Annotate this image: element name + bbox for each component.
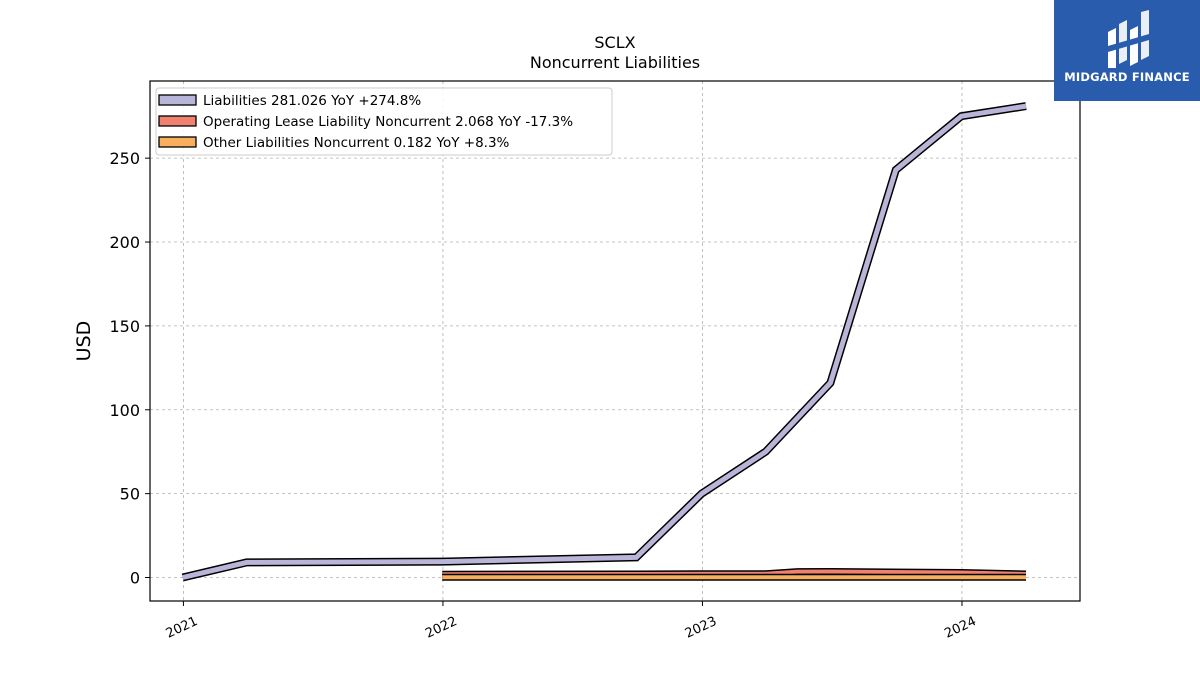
x-tick-label: 2023	[683, 614, 719, 642]
legend-swatch	[158, 94, 197, 106]
series-layer	[181, 102, 1027, 582]
y-tick-label: 0	[130, 569, 140, 588]
legend-box	[155, 87, 613, 156]
y-tick-label: 100	[109, 401, 140, 420]
chart-subtitle: Noncurrent Liabilities	[530, 53, 700, 72]
y-axis-label: USD	[73, 321, 95, 362]
series-line	[182, 103, 1027, 580]
x-axis: 2021 2022 2023 2024	[164, 601, 979, 642]
grid	[150, 81, 1080, 601]
x-tick-label: 2024	[942, 614, 978, 642]
brand-logo: MIDGARD FINANCE	[1054, 0, 1200, 101]
brand-name: MIDGARD FINANCE	[1064, 70, 1190, 84]
x-tick-label: 2022	[423, 614, 459, 642]
plot-frame	[149, 80, 1081, 602]
y-axis: 0 50 100 150 200 250	[109, 149, 150, 588]
series-1	[181, 102, 1027, 582]
legend: Liabilities 281.026 YoY +274.8% Operating…	[155, 87, 613, 156]
legend-entry: Operating Lease Liability Noncurrent 2.0…	[203, 114, 573, 130]
brand-mark-icon	[1108, 10, 1149, 68]
x-tick-label: 2021	[164, 614, 200, 642]
legend-swatch	[158, 136, 197, 148]
legend-entry: Liabilities 281.026 YoY +274.8%	[203, 93, 421, 109]
chart-title: SCLX	[594, 33, 635, 52]
y-tick-label: 250	[109, 149, 140, 168]
series-outline	[181, 102, 1027, 582]
y-tick-label: 200	[109, 233, 140, 252]
legend-swatch	[158, 115, 197, 127]
legend-entry: Other Liabilities Noncurrent 0.182 YoY +…	[203, 135, 510, 151]
y-tick-label: 150	[109, 317, 140, 336]
y-tick-label: 50	[120, 485, 140, 504]
